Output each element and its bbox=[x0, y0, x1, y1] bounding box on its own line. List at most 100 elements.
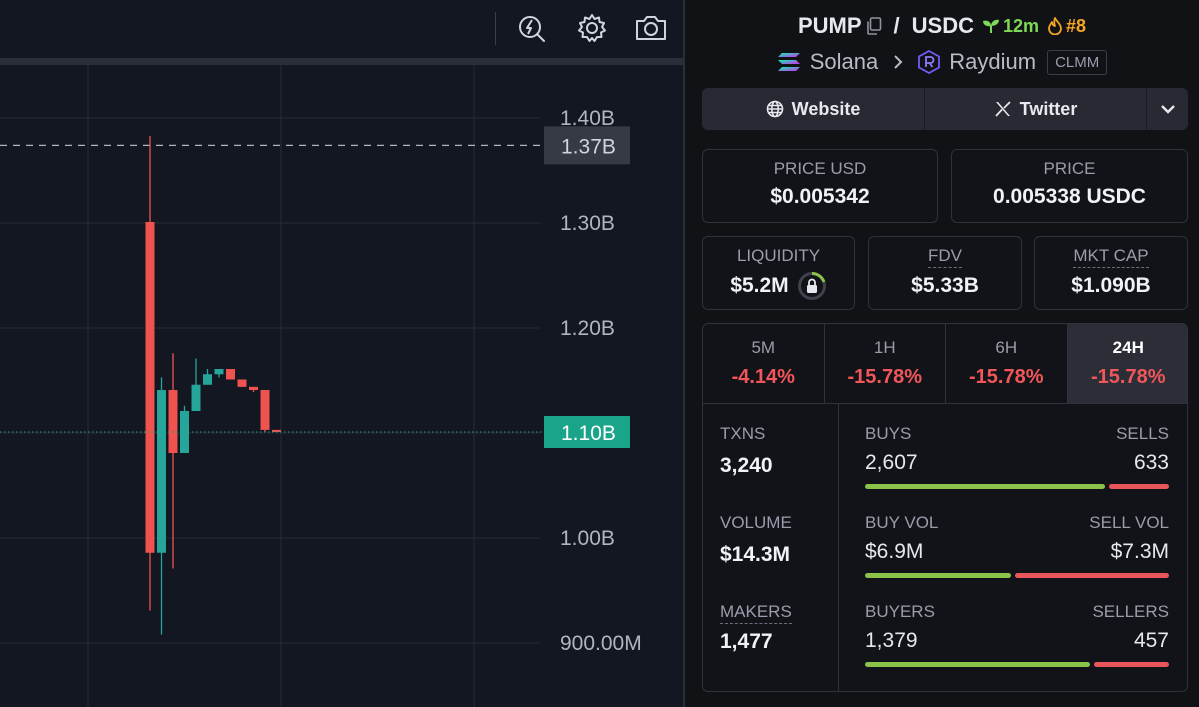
fdv-card[interactable]: FDV $5.33B bbox=[868, 236, 1022, 310]
tab-change: -15.78% bbox=[1091, 366, 1166, 388]
tab-1h[interactable]: 1H -15.78% bbox=[825, 324, 946, 403]
price-axis-label: 900.00M bbox=[560, 632, 642, 655]
trending-rank-value: #8 bbox=[1066, 15, 1087, 36]
makers-label: MAKERS bbox=[720, 602, 792, 624]
buyers-bar-fill bbox=[865, 662, 1090, 667]
buy-vol-bar-fill bbox=[865, 573, 1011, 578]
price-native-card: PRICE 0.005338 USDC bbox=[951, 149, 1188, 223]
liquidity-card: LIQUIDITY $5.2M bbox=[702, 236, 855, 310]
makers-value: 1,477 bbox=[720, 630, 773, 653]
candle-body bbox=[168, 390, 178, 453]
chain-row: Solana Raydium CLMM bbox=[685, 46, 1199, 78]
pair-info-pane: PUMP / USDC 12m #8 bbox=[685, 0, 1199, 707]
buy-vol-value: $6.9M bbox=[865, 540, 924, 563]
indicator-icon[interactable] bbox=[514, 10, 550, 46]
tab-label: 1H bbox=[873, 338, 896, 357]
website-button[interactable]: Website bbox=[702, 88, 925, 130]
price-native-label: PRICE bbox=[1043, 159, 1096, 178]
market-cap-value: $1.090B bbox=[1071, 274, 1151, 297]
price-axis-label: 1.40B bbox=[560, 107, 615, 130]
sells-label: SELLS bbox=[1116, 424, 1169, 443]
tab-change: -15.78% bbox=[847, 366, 923, 388]
timeframe-tabs: 5M -4.14% 1H -15.78% 6H -15.78% 24H -15.… bbox=[703, 324, 1187, 404]
chart-toolbar bbox=[0, 0, 683, 58]
pair-title: PUMP / USDC 12m #8 bbox=[685, 10, 1199, 42]
pane-divider[interactable] bbox=[683, 0, 685, 707]
txns-label: TXNS bbox=[720, 424, 766, 443]
sell-vol-value: $7.3M bbox=[1110, 540, 1169, 563]
liquidity-label: LIQUIDITY bbox=[736, 246, 821, 265]
sellers-bar-fill bbox=[1094, 662, 1169, 667]
chevron-right-icon bbox=[893, 55, 903, 69]
fdv-value: $5.33B bbox=[911, 274, 979, 297]
candle-body bbox=[214, 369, 224, 375]
chevron-down-icon bbox=[1160, 105, 1175, 114]
x-logo-icon bbox=[994, 101, 1011, 117]
pool-type-badge: CLMM bbox=[1047, 49, 1108, 75]
chart-top-border bbox=[0, 58, 683, 65]
tab-change: -15.78% bbox=[969, 366, 1044, 388]
settings-icon[interactable] bbox=[574, 10, 610, 46]
tab-label: 6H bbox=[995, 338, 1018, 357]
candle-body bbox=[249, 386, 258, 390]
tab-24h[interactable]: 24H -15.78% bbox=[1067, 324, 1187, 403]
high-price-tag bbox=[544, 126, 630, 165]
price-chart[interactable]: 1.40B 1.30B 1.20B 1.00B 900.00M 1.37B 1.10B bbox=[0, 65, 683, 707]
market-cap-card[interactable]: MKT CAP $1.090B bbox=[1034, 236, 1188, 310]
fdv-label: FDV bbox=[928, 246, 962, 268]
website-label: Website bbox=[791, 98, 861, 119]
buys-value: 2,607 bbox=[865, 451, 918, 474]
buyers-label: BUYERS bbox=[865, 602, 935, 621]
twitter-button[interactable]: Twitter bbox=[925, 88, 1147, 130]
buys-sells-bar bbox=[865, 484, 1169, 489]
market-cap-label: MKT CAP bbox=[1073, 246, 1149, 268]
volume-stat: VOLUME $14.3M bbox=[720, 513, 792, 567]
buyers-sellers-bar bbox=[865, 662, 1169, 667]
price-axis-label: 1.00B bbox=[560, 527, 615, 550]
price-axis-label: 1.20B bbox=[560, 317, 615, 340]
tab-label: 24H bbox=[1112, 338, 1144, 357]
buy-vol-label: BUY VOL bbox=[865, 513, 939, 532]
sell-vol-label: SELL VOL bbox=[1089, 513, 1169, 532]
camera-icon[interactable] bbox=[633, 10, 669, 46]
globe-icon bbox=[766, 100, 783, 118]
links-bar: Website Twitter bbox=[702, 88, 1188, 130]
txns-value: 3,240 bbox=[720, 454, 773, 477]
chart-pane[interactable]: 1.40B 1.30B 1.20B 1.00B 900.00M 1.37B 1.10B bbox=[0, 0, 683, 707]
tab-6h[interactable]: 6H -15.78% bbox=[946, 324, 1068, 403]
liquidity-lock-icon[interactable] bbox=[797, 271, 827, 301]
current-price-tag-label: 1.10B bbox=[561, 422, 616, 445]
makers-stat[interactable]: MAKERS 1,477 bbox=[720, 602, 792, 654]
candle-body bbox=[191, 384, 201, 411]
volume-split-bar bbox=[865, 573, 1169, 578]
pair-separator: / bbox=[893, 13, 900, 38]
tab-5m[interactable]: 5M -4.14% bbox=[703, 324, 825, 403]
buys-label: BUYS bbox=[865, 424, 912, 443]
chain-name[interactable]: Solana bbox=[809, 49, 879, 74]
volume-value: $14.3M bbox=[720, 543, 791, 566]
candle-body bbox=[226, 369, 235, 380]
buyers-value: 1,379 bbox=[865, 629, 918, 652]
more-links-button[interactable] bbox=[1147, 88, 1188, 130]
volume-split-stat: BUY VOL SELL VOL $6.9M $7.3M bbox=[865, 513, 1169, 578]
sells-bar-fill bbox=[1109, 484, 1169, 489]
candle-body bbox=[260, 390, 270, 430]
toolbar-separator bbox=[495, 12, 496, 45]
twitter-label: Twitter bbox=[1019, 98, 1078, 119]
solana-icon bbox=[777, 53, 800, 71]
copy-icon[interactable] bbox=[866, 17, 882, 35]
sellers-value: 457 bbox=[1133, 629, 1169, 652]
dex-name[interactable]: Raydium bbox=[949, 49, 1037, 74]
sellers-label: SELLERS bbox=[1092, 602, 1169, 621]
price-usd-card: PRICE USD $0.005342 bbox=[702, 149, 938, 223]
tab-label: 5M bbox=[751, 338, 776, 357]
base-token-symbol: PUMP bbox=[797, 13, 862, 38]
raydium-icon bbox=[918, 50, 941, 74]
txns-stat: TXNS 3,240 bbox=[720, 424, 773, 478]
candle-body bbox=[145, 222, 155, 553]
high-price-tag-label: 1.37B bbox=[561, 135, 616, 158]
trending-rank[interactable]: #8 bbox=[1047, 16, 1086, 37]
price-native-value: 0.005338 USDC bbox=[993, 185, 1146, 208]
buys-sells-stat: BUYS SELLS 2,607 633 bbox=[865, 424, 1169, 489]
seedling-icon bbox=[982, 19, 999, 33]
